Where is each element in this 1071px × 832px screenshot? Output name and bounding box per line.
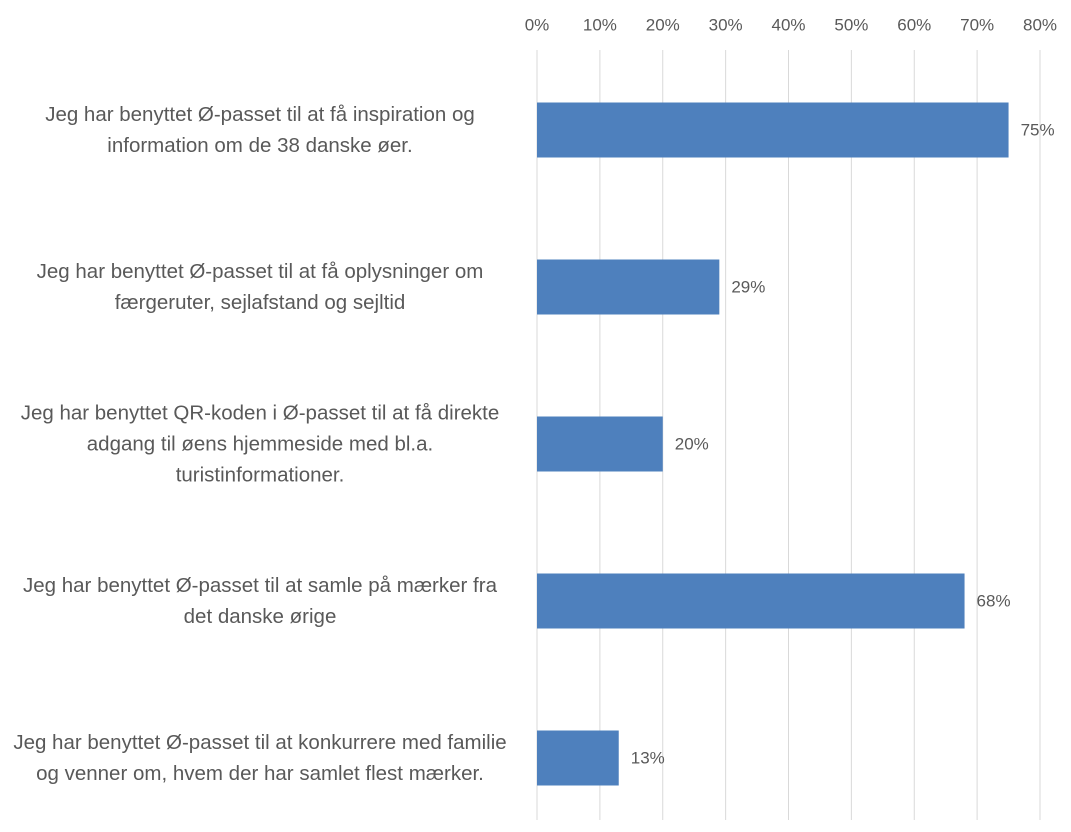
data-label: 20%	[675, 434, 709, 453]
x-tick-label: 10%	[583, 15, 617, 34]
category-label: Jeg har benyttet Ø-passet til at konkurr…	[13, 731, 507, 785]
data-label: 13%	[631, 748, 665, 767]
bar	[537, 573, 965, 629]
x-tick-label: 50%	[834, 15, 868, 34]
data-label: 75%	[1021, 120, 1055, 139]
category-label: Jeg har benyttet Ø-passet til at samle p…	[23, 574, 497, 628]
data-label: 29%	[731, 277, 765, 296]
x-tick-label: 20%	[646, 15, 680, 34]
category-label: Jeg har benyttet QR-koden i Ø-passet til…	[20, 401, 500, 487]
bar	[537, 730, 619, 786]
bar	[537, 102, 1009, 158]
x-tick-label: 80%	[1023, 15, 1057, 34]
data-label: 68%	[977, 591, 1011, 610]
x-tick-label: 70%	[960, 15, 994, 34]
bar	[537, 259, 720, 315]
x-tick-label: 0%	[525, 15, 550, 34]
bar	[537, 416, 663, 472]
x-tick-label: 40%	[771, 15, 805, 34]
x-tick-label: 30%	[709, 15, 743, 34]
category-label: Jeg har benyttet Ø-passet til at få insp…	[45, 103, 475, 157]
category-label: Jeg har benyttet Ø-passet til at få oply…	[36, 260, 484, 314]
x-tick-label: 60%	[897, 15, 931, 34]
